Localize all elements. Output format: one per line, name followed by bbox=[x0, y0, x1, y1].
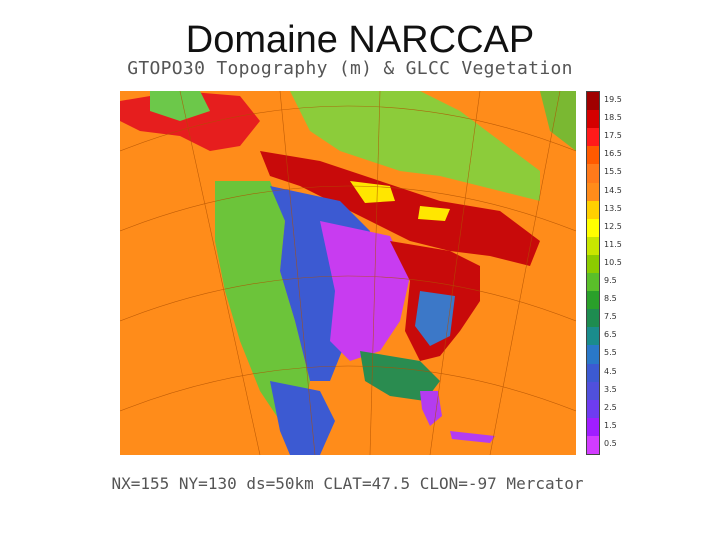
boreal-forest-region bbox=[260, 151, 540, 266]
colorbar-tick-label: 14.5 bbox=[604, 185, 622, 195]
cuba-region bbox=[450, 431, 495, 443]
colorbar-tick-label: 19.5 bbox=[604, 95, 622, 105]
colorbar bbox=[586, 91, 600, 455]
colorbar-tick-label: 12.5 bbox=[604, 221, 622, 231]
colorbar-swatch bbox=[587, 345, 599, 364]
colorbar-swatch bbox=[587, 218, 599, 238]
colorbar-swatch bbox=[587, 164, 599, 183]
colorbar-tick-label: 3.5 bbox=[604, 384, 617, 394]
colorbar-tick-label: 10.5 bbox=[604, 257, 622, 267]
colorbar-tick-label: 8.5 bbox=[604, 294, 617, 304]
colorbar-swatch bbox=[587, 236, 599, 256]
colorbar-swatch bbox=[587, 363, 599, 383]
colorbar-swatch bbox=[587, 327, 599, 346]
colorbar-tick-label: 15.5 bbox=[604, 167, 622, 177]
rocky-mountains-region bbox=[215, 181, 310, 421]
colorbar-tick-label: 6.5 bbox=[604, 330, 617, 340]
southeast-region bbox=[360, 351, 440, 401]
colorbar-tick-label: 5.5 bbox=[604, 348, 617, 358]
colorbar-swatch bbox=[587, 309, 599, 328]
hudson-shrub-patch bbox=[350, 181, 395, 203]
colorbar-swatch bbox=[587, 146, 599, 165]
cropland-region bbox=[320, 221, 410, 361]
colorbar-swatch bbox=[587, 254, 599, 274]
quebec-shrub-patch bbox=[418, 206, 450, 221]
map-svg bbox=[120, 91, 576, 455]
colorbar-swatch bbox=[587, 291, 599, 310]
mexico-region bbox=[270, 381, 335, 455]
colorbar-swatch bbox=[587, 110, 599, 129]
colorbar-swatch bbox=[587, 273, 599, 292]
colorbar-tick-label: 13.5 bbox=[604, 203, 622, 213]
colorbar-tick-label: 4.5 bbox=[604, 366, 617, 376]
colorbar-swatch bbox=[587, 399, 599, 419]
colorbar-tick-label: 11.5 bbox=[604, 239, 622, 249]
colorbar-swatch bbox=[587, 128, 599, 147]
colorbar-tick-label: 1.5 bbox=[604, 420, 617, 430]
appalachian-region bbox=[415, 291, 455, 346]
colorbar-swatch bbox=[587, 92, 599, 111]
colorbar-swatch bbox=[587, 381, 599, 401]
colorbar-swatch bbox=[587, 182, 599, 202]
alaska-tundra bbox=[150, 91, 210, 121]
colorbar-swatch bbox=[587, 200, 599, 220]
colorbar-swatch bbox=[587, 435, 599, 455]
colorbar-tick-label: 17.5 bbox=[604, 131, 622, 141]
greenland-region bbox=[540, 91, 576, 151]
slide-title: Domaine NARCCAP bbox=[185, 19, 535, 61]
colorbar-swatch bbox=[587, 417, 599, 437]
colorbar-tick-label: 7.5 bbox=[604, 312, 617, 322]
colorbar-tick-label: 2.5 bbox=[604, 402, 617, 412]
colorbar-tick-label: 9.5 bbox=[604, 276, 617, 286]
arctic-tundra-region bbox=[290, 91, 540, 201]
colorbar-tick-label: 18.5 bbox=[604, 113, 622, 123]
footer-caption: NX=155 NY=130 ds=50km CLAT=47.5 CLON=-97… bbox=[111, 474, 584, 493]
florida-region bbox=[420, 391, 442, 426]
graticule bbox=[120, 91, 576, 455]
plot-title: GTOPO30 Topography (m) & GLCC Vegetation bbox=[127, 58, 573, 79]
colorbar-tick-label: 0.5 bbox=[604, 438, 617, 448]
colorbar-tick-label: 16.5 bbox=[604, 149, 622, 159]
vegetation-map bbox=[120, 91, 576, 455]
